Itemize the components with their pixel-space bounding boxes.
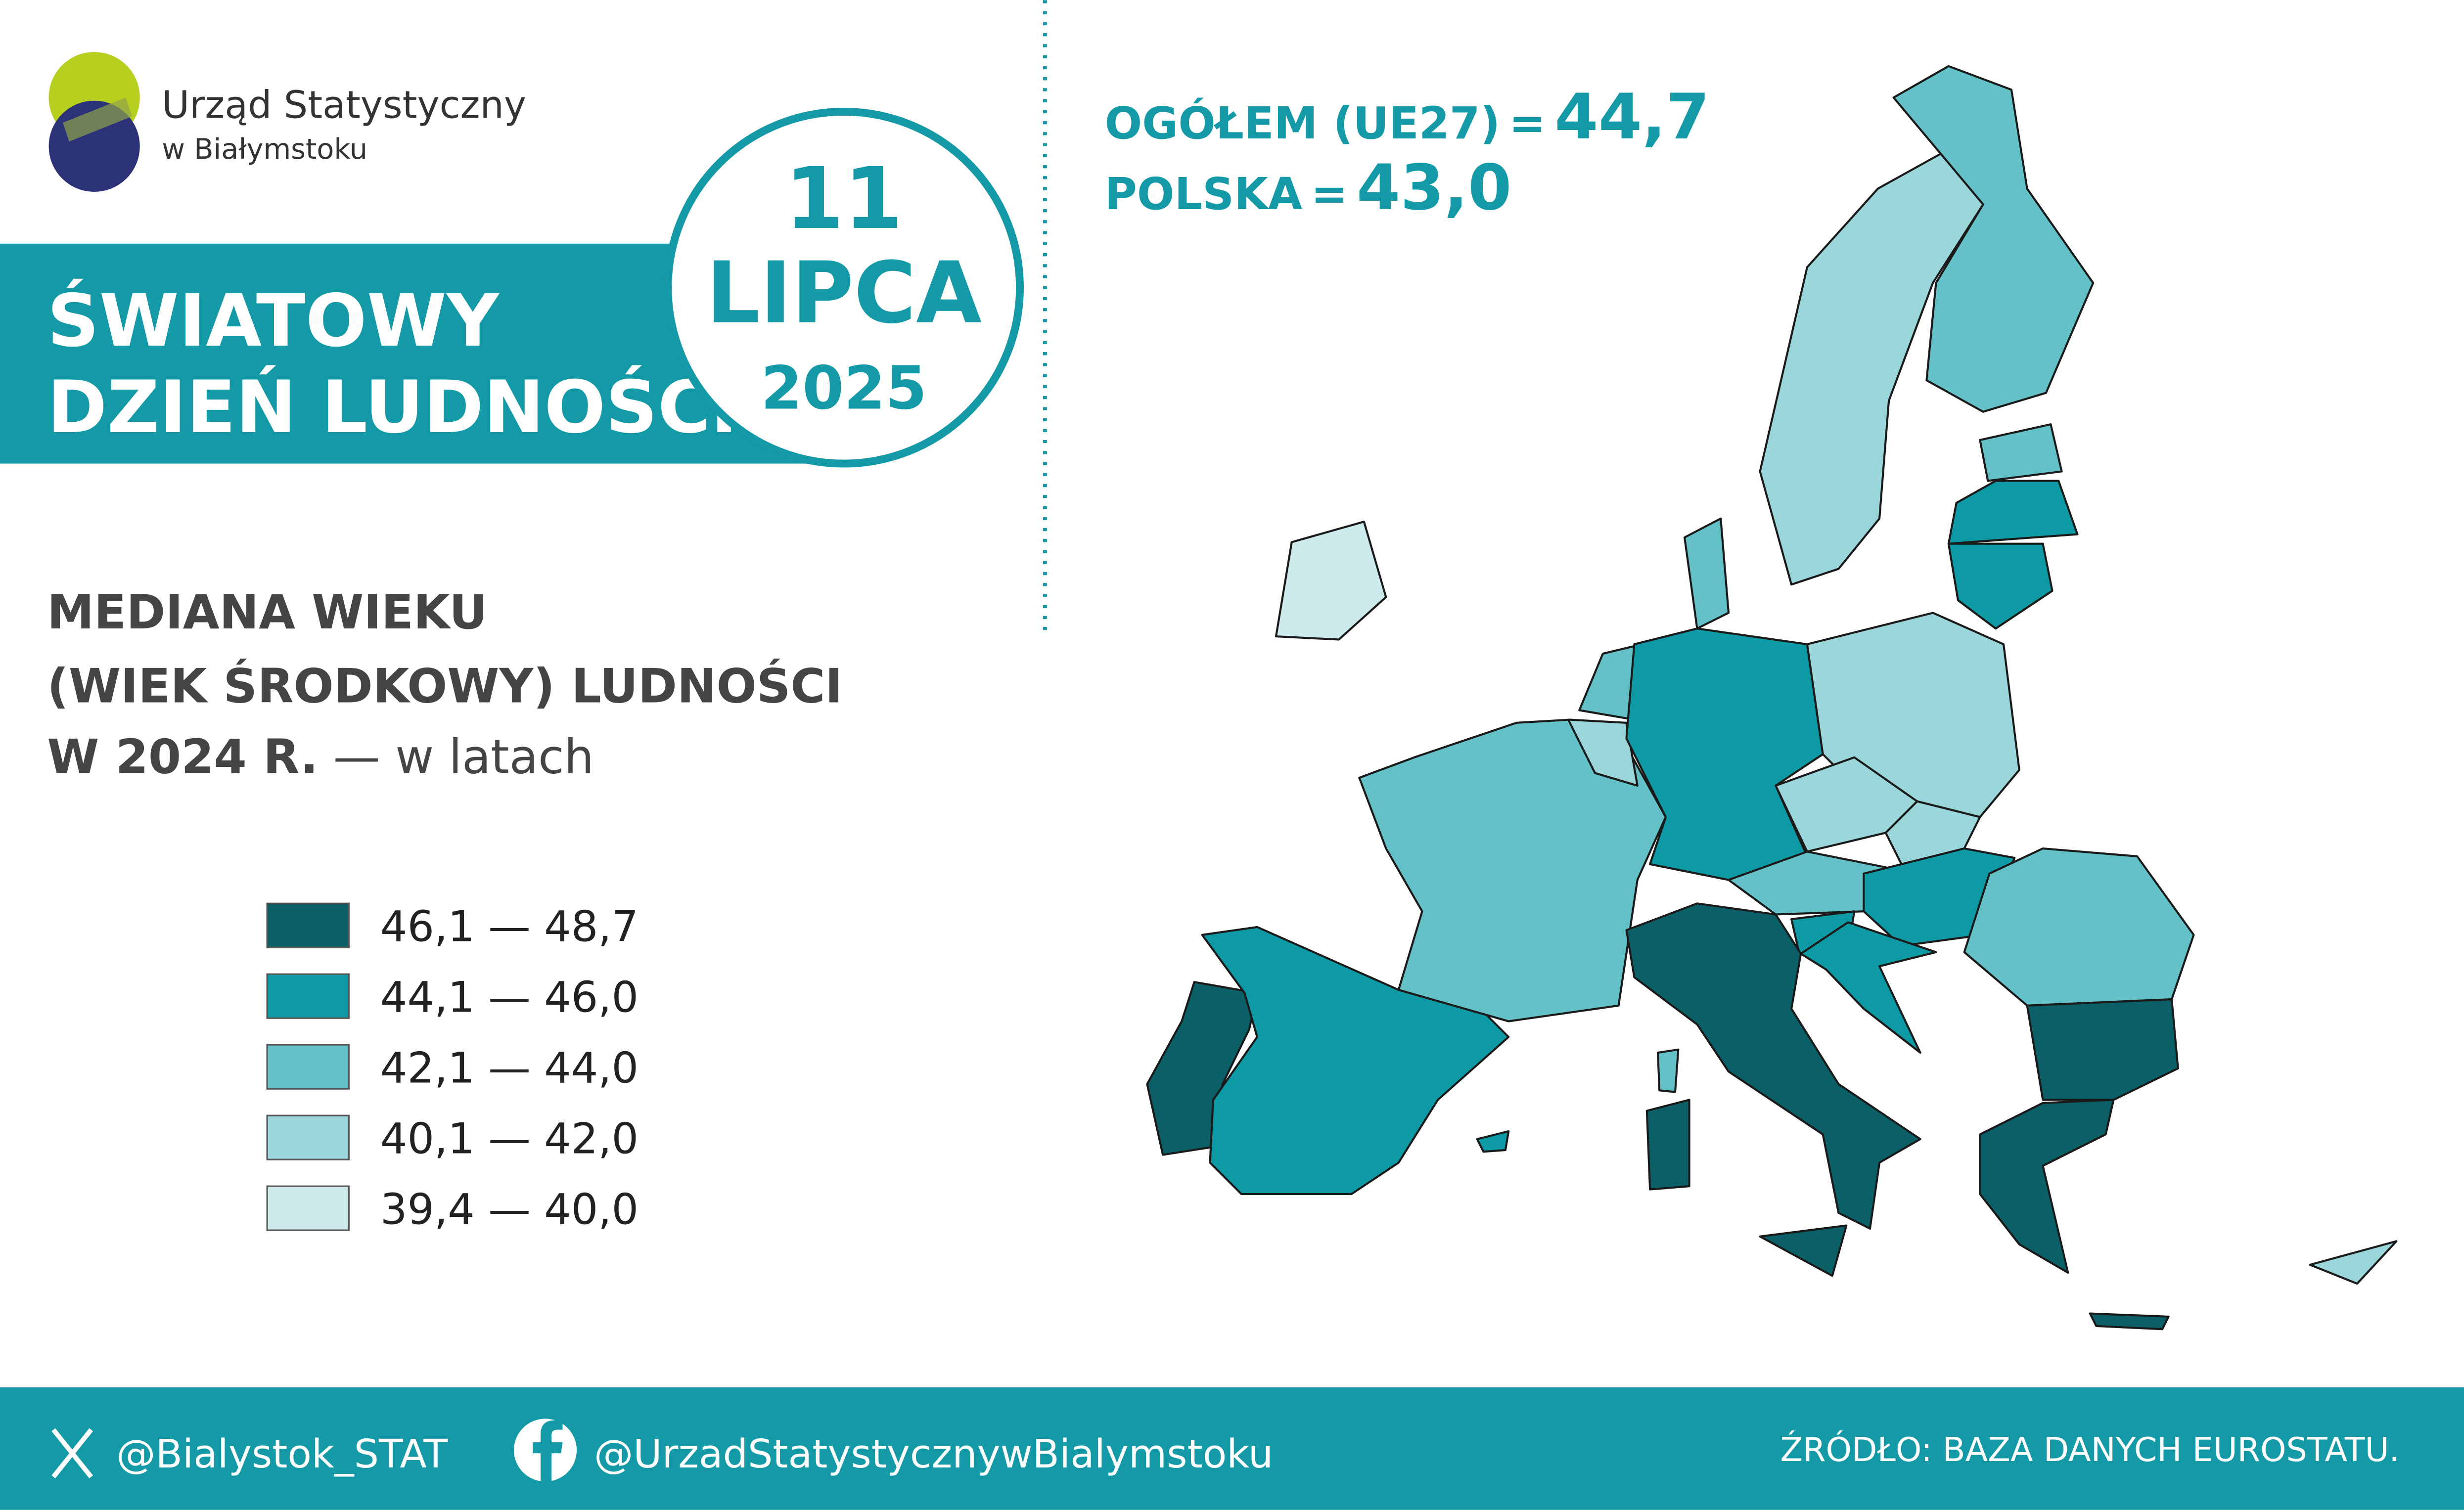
banner-line: DZIEŃ LUDNOŚCI [47,365,737,449]
logo-name: Urząd Statystyczny [162,83,526,127]
legend-label: 44,1 — 46,0 [380,973,639,1022]
legend-swatch [266,1114,350,1160]
region [1979,423,2063,482]
date-month: LIPCA [706,244,982,343]
legend-label: 40,1 — 42,0 [380,1114,639,1163]
region [1656,1048,1680,1093]
x-icon [51,1428,93,1478]
eq: = [1311,168,1348,220]
region [1947,480,2079,545]
value: 43,0 [1357,151,1512,224]
region [1947,542,2053,630]
region [1963,847,2195,1007]
date-day: 11 [785,150,903,248]
region [1979,1099,2115,1274]
fb-f [533,1420,563,1482]
value: 44,7 [1554,80,1710,153]
headline-pl: POLSKA = 43,0 [1105,151,1512,224]
region [1275,521,1387,641]
banner-line: ŚWIATOWY [47,278,500,363]
region [1759,148,1984,586]
region [1892,65,2095,413]
subtitle-line: (WIEK ŚRODKOWY) LUDNOŚCI [47,658,842,714]
region [2089,1312,2170,1331]
region [1884,800,1981,865]
region [1625,627,1824,881]
logo-stripe [63,97,132,142]
region [1625,902,1921,1230]
legend-label: 42,1 — 44,0 [380,1043,639,1093]
subtitle-line: W 2024 R. — w latach [47,730,594,785]
eq: = [1509,97,1546,149]
subtitle-line: MEDIANA WIEKU [47,585,487,640]
region [2309,1240,2398,1285]
source: ŹRÓDŁO: BAZA DANYCH EUROSTATU. [1780,1430,2399,1469]
region [1358,718,1667,1022]
label: OGÓŁEM (UE27) [1105,97,1501,149]
region [1800,921,1937,1054]
footer [0,1387,2464,1510]
unit: — w latach [333,730,594,785]
legend-swatch [266,902,350,948]
headline-eu: OGÓŁEM (UE27) = 44,7 [1105,80,1710,153]
label: POLSKA [1105,168,1302,220]
region [2026,998,2179,1101]
region [1645,1099,1690,1191]
legend-swatch [266,1185,350,1231]
twitter-handle: @Bialystok_STAT [116,1431,448,1477]
facebook-handle: @UrzadStatystycznywBialymstoku [594,1431,1273,1477]
year: W 2024 R. [47,730,318,785]
legend-swatch [266,1044,350,1090]
map [1146,65,2398,1331]
legend-label: 39,4 — 40,0 [380,1185,639,1234]
date-circle [664,107,1024,468]
legend-label: 46,1 — 48,7 [380,902,639,952]
legend: 46,1 — 48,7 44,1 — 46,0 42,1 — 44,0 40,1 — … [266,902,639,1234]
logo-city: w Białymstoku [162,133,367,166]
date-year: 2025 [761,354,927,423]
region [1476,1130,1510,1153]
region [1683,517,1730,630]
legend-swatch [266,973,350,1019]
region [1759,1224,1848,1277]
region [1567,718,1639,787]
